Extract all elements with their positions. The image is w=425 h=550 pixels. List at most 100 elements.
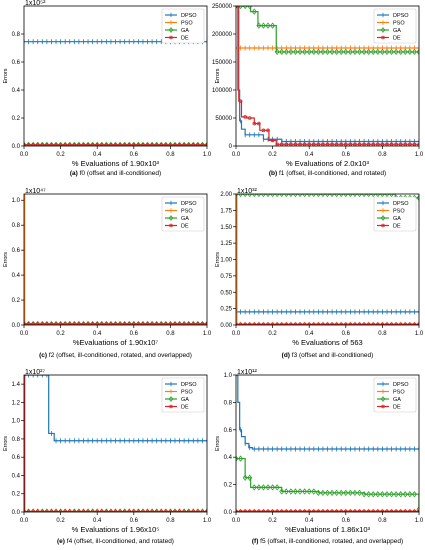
x-tick-label: 0.2 <box>268 152 277 158</box>
series-de <box>24 322 207 325</box>
data-point-de <box>127 322 132 325</box>
data-point-ga <box>320 48 326 56</box>
y-tick-label: 1.75 <box>220 208 232 214</box>
data-point-de <box>141 509 145 512</box>
y-tick-label: 1.0 <box>12 198 21 204</box>
y-tick-label: 1.50 <box>220 225 232 231</box>
data-point-de <box>196 143 200 146</box>
data-point-ga <box>389 491 395 498</box>
data-point-de <box>154 322 159 325</box>
y-tick-label: 0.4 <box>12 273 21 279</box>
x-tick-label: 0.4 <box>305 518 314 524</box>
data-point-de <box>104 143 109 146</box>
legend-label-dpso: DPSO <box>393 13 409 19</box>
legend-box <box>373 377 417 413</box>
y-tick-label: 0.75 <box>220 274 232 280</box>
data-point-de <box>164 143 168 146</box>
data-point-de <box>132 143 136 146</box>
data-point-de <box>316 322 321 325</box>
data-point-de <box>398 509 403 512</box>
data-point-ga <box>288 48 294 56</box>
data-point-de <box>334 509 339 512</box>
data-point-ga <box>384 48 390 56</box>
data-point-ga <box>270 194 276 198</box>
data-point-de <box>412 322 417 325</box>
data-point-de <box>403 322 408 325</box>
x-axis-label: %Evaluations of 1.86x10³ <box>285 525 371 534</box>
axis-exponent: 1x10²⁷ <box>25 369 46 376</box>
legend-label-pso: PSO <box>181 209 193 215</box>
legend-label-ga: GA <box>393 397 401 403</box>
data-point-de <box>104 509 109 512</box>
data-point-de <box>348 509 353 512</box>
data-point-de <box>49 509 54 512</box>
y-axis-label: Errors <box>215 436 221 451</box>
data-point-de <box>81 143 86 146</box>
data-point-ga <box>347 48 353 56</box>
data-point-de <box>72 509 77 512</box>
legend-marker-ga <box>380 396 386 402</box>
x-axis-label: % Evaluations of 563 <box>292 338 362 347</box>
chart-panel-c: 0.0 0.2 0.4 0.6 0.8 1.0 0.0 0.2 0.4 0.6 0.8 1.0 1x10… <box>3 188 212 359</box>
data-point-de <box>86 509 90 512</box>
legend-label-dpso: DPSO <box>181 201 197 207</box>
data-point-ga <box>238 455 244 462</box>
data-point-de <box>49 143 54 146</box>
x-tick-label: 0.0 <box>232 152 241 158</box>
data-point-de <box>252 121 257 126</box>
x-tick-label: 0.6 <box>130 152 139 158</box>
data-point-ga <box>398 48 404 56</box>
data-point-de <box>164 322 168 325</box>
data-point-de <box>182 509 186 512</box>
data-point-de <box>99 322 104 325</box>
data-point-de <box>182 322 186 325</box>
data-point-ga <box>366 491 372 498</box>
data-point-de <box>122 143 127 146</box>
data-point-de <box>302 322 307 325</box>
data-point-de <box>376 509 380 512</box>
legend-box <box>161 377 205 413</box>
data-point-de <box>238 322 243 325</box>
y-tick-label: 150000 <box>212 60 233 66</box>
data-point-ga <box>260 194 266 198</box>
data-point-de <box>311 322 316 325</box>
x-tick-label: 0.4 <box>305 331 314 337</box>
data-point-de <box>109 143 113 146</box>
x-tick-label: 0.2 <box>268 331 277 337</box>
panel-caption: (a) f0 (offset and ill-conditioned) <box>70 170 161 177</box>
data-point-de <box>26 509 31 512</box>
data-point-de <box>238 509 243 512</box>
panel-caption-label: (b) <box>269 170 277 177</box>
data-point-de <box>145 509 150 512</box>
panel-caption: (d) f3 (offset and ill-conditioned) <box>282 352 374 359</box>
series-de <box>236 6 419 146</box>
data-point-ga <box>315 48 321 56</box>
y-tick-label: 50000 <box>215 116 232 122</box>
x-tick-label: 0.0 <box>20 518 29 524</box>
data-point-de <box>247 322 252 325</box>
data-point-ga <box>389 194 395 198</box>
data-point-ga <box>311 488 317 495</box>
data-point-de <box>205 322 207 325</box>
y-tick-label: 0.8 <box>12 437 21 443</box>
data-point-ga <box>302 48 308 56</box>
data-point-de <box>200 322 205 325</box>
legend-marker-de <box>169 404 173 409</box>
data-point-ga <box>247 6 253 10</box>
data-point-ga <box>416 194 419 202</box>
data-point-de <box>191 322 196 325</box>
data-point-de <box>316 509 321 512</box>
data-point-de <box>72 143 77 146</box>
data-point-de <box>362 509 366 512</box>
x-tick-label: 1.0 <box>203 152 212 158</box>
x-tick-label: 0.4 <box>93 152 102 158</box>
data-point-ga <box>265 22 271 29</box>
panel-caption-text: f3 (offset and ill-conditioned) <box>290 352 373 359</box>
y-tick-label: 1.0 <box>12 419 21 425</box>
legend-marker-de <box>381 35 385 40</box>
panel-caption-label: (f) <box>252 538 259 545</box>
data-point-ga <box>416 48 419 56</box>
data-point-ga <box>338 489 344 496</box>
data-point-de <box>330 509 334 512</box>
data-point-de <box>90 509 95 512</box>
